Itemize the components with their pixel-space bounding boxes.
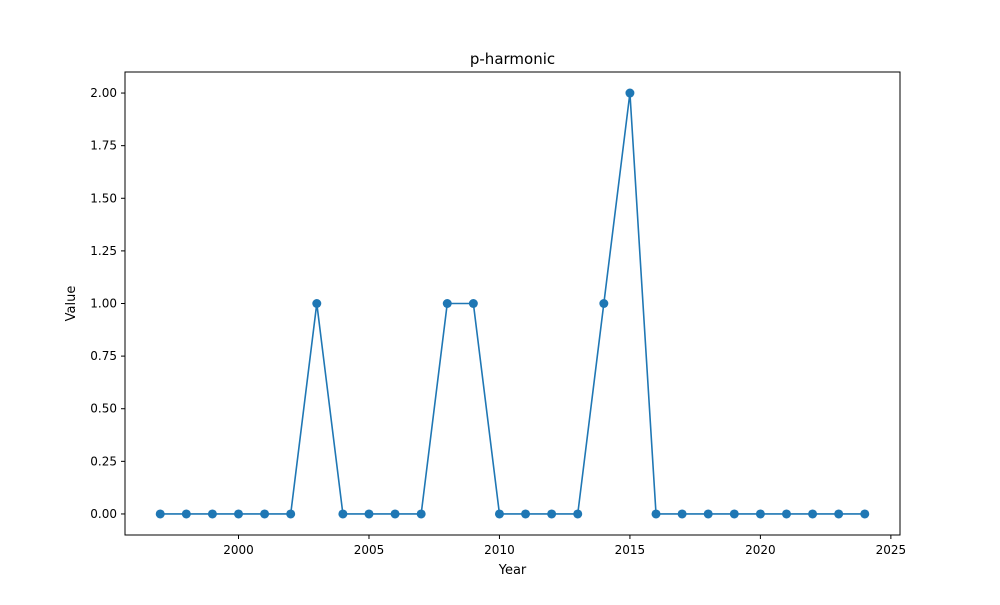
data-point [416,509,426,519]
y-tick-label: 1.75 [90,139,117,153]
data-point [286,509,296,519]
data-point [390,509,400,519]
x-tick-label: 2025 [876,543,907,557]
y-tick-label: 1.50 [90,191,117,205]
data-point [781,509,791,519]
data-point [181,509,191,519]
x-tick-label: 2015 [615,543,646,557]
data-point [834,509,844,519]
data-point [547,509,557,519]
data-point [494,509,504,519]
data-point [599,299,609,308]
data-point [573,509,583,519]
data-point [860,509,870,519]
x-tick-label: 2005 [354,543,385,557]
y-tick-label: 1.00 [90,297,117,311]
data-point [442,299,452,308]
x-tick-label: 2000 [223,543,254,557]
data-point [625,88,635,98]
data-point [808,509,818,519]
y-tick-label: 0.75 [90,349,117,363]
data-point [364,509,374,519]
plot-area-frame [124,71,901,536]
y-tick-label: 0.25 [90,454,117,468]
data-point [755,509,765,519]
data-point [338,509,348,519]
x-axis-label: Year [498,563,527,578]
x-tick-label: 2010 [484,543,515,557]
data-point [729,509,739,519]
data-point [468,299,478,308]
data-point [521,509,531,519]
data-point [651,509,661,519]
y-axis-label: Value [64,286,79,322]
data-point [260,509,270,519]
data-point [703,509,713,519]
y-tick-label: 1.25 [90,244,117,258]
series-layer [155,88,870,519]
data-point [234,509,244,519]
data-point [155,509,165,519]
series-line [160,92,865,515]
data-point [207,509,217,519]
chart-title: p-harmonic [470,50,555,68]
data-point [312,299,322,308]
data-point [677,509,687,519]
y-tick-label: 0.00 [90,507,117,521]
x-tick-label: 2020 [745,543,776,557]
y-tick-label: 2.00 [90,86,117,100]
y-tick-label: 0.50 [90,402,117,416]
x-axis-ticks: 2000 2005 2010 2015 2020 2025 [223,535,906,557]
y-axis-ticks: 0.00 0.25 0.50 0.75 1.00 1.25 1.50 1.75 2.00 [90,86,125,521]
